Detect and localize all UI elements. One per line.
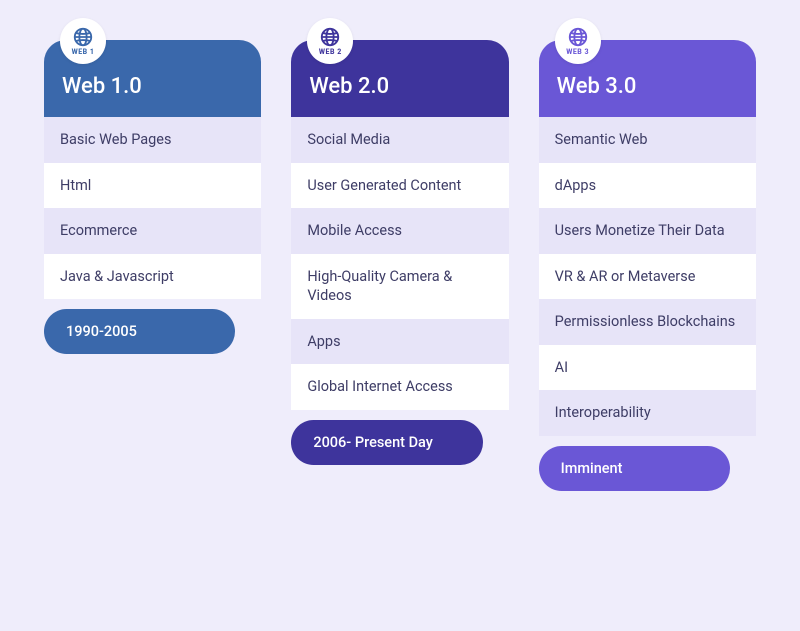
- feature-item: Java & Javascript: [44, 254, 261, 300]
- era-pill-2: 2006- Present Day: [291, 420, 482, 465]
- column-2: WEB 2Web 2.0Social MediaUser Generated C…: [291, 40, 508, 465]
- badge-label: WEB 3: [566, 49, 589, 56]
- feature-item: High-Quality Camera & Videos: [291, 254, 508, 319]
- era-pill-1: 1990-2005: [44, 309, 235, 354]
- feature-item: dApps: [539, 163, 756, 209]
- feature-item: Basic Web Pages: [44, 117, 261, 163]
- column-1: WEB 1Web 1.0Basic Web PagesHtmlEcommerce…: [44, 40, 261, 354]
- feature-item: Permissionless Blockchains: [539, 299, 756, 345]
- feature-list: Basic Web PagesHtmlEcommerceJava & Javas…: [44, 117, 261, 299]
- feature-list: Social MediaUser Generated ContentMobile…: [291, 117, 508, 410]
- feature-item: Mobile Access: [291, 208, 508, 254]
- web-badge-3: WEB 3: [555, 18, 601, 64]
- badge-label: WEB 1: [72, 49, 95, 56]
- feature-item: Html: [44, 163, 261, 209]
- feature-item: Apps: [291, 319, 508, 365]
- feature-item: AI: [539, 345, 756, 391]
- web-badge-2: WEB 2: [307, 18, 353, 64]
- feature-item: VR & AR or Metaverse: [539, 254, 756, 300]
- badge-label: WEB 2: [319, 49, 342, 56]
- feature-item: Semantic Web: [539, 117, 756, 163]
- web-badge-1: WEB 1: [60, 18, 106, 64]
- feature-item: Global Internet Access: [291, 364, 508, 410]
- feature-item: Users Monetize Their Data: [539, 208, 756, 254]
- feature-item: Ecommerce: [44, 208, 261, 254]
- feature-item: Interoperability: [539, 390, 756, 436]
- columns-container: WEB 1Web 1.0Basic Web PagesHtmlEcommerce…: [44, 40, 756, 491]
- feature-item: User Generated Content: [291, 163, 508, 209]
- feature-item: Social Media: [291, 117, 508, 163]
- era-pill-3: Imminent: [539, 446, 730, 491]
- feature-list: Semantic WebdAppsUsers Monetize Their Da…: [539, 117, 756, 436]
- column-3: WEB 3Web 3.0Semantic WebdAppsUsers Monet…: [539, 40, 756, 491]
